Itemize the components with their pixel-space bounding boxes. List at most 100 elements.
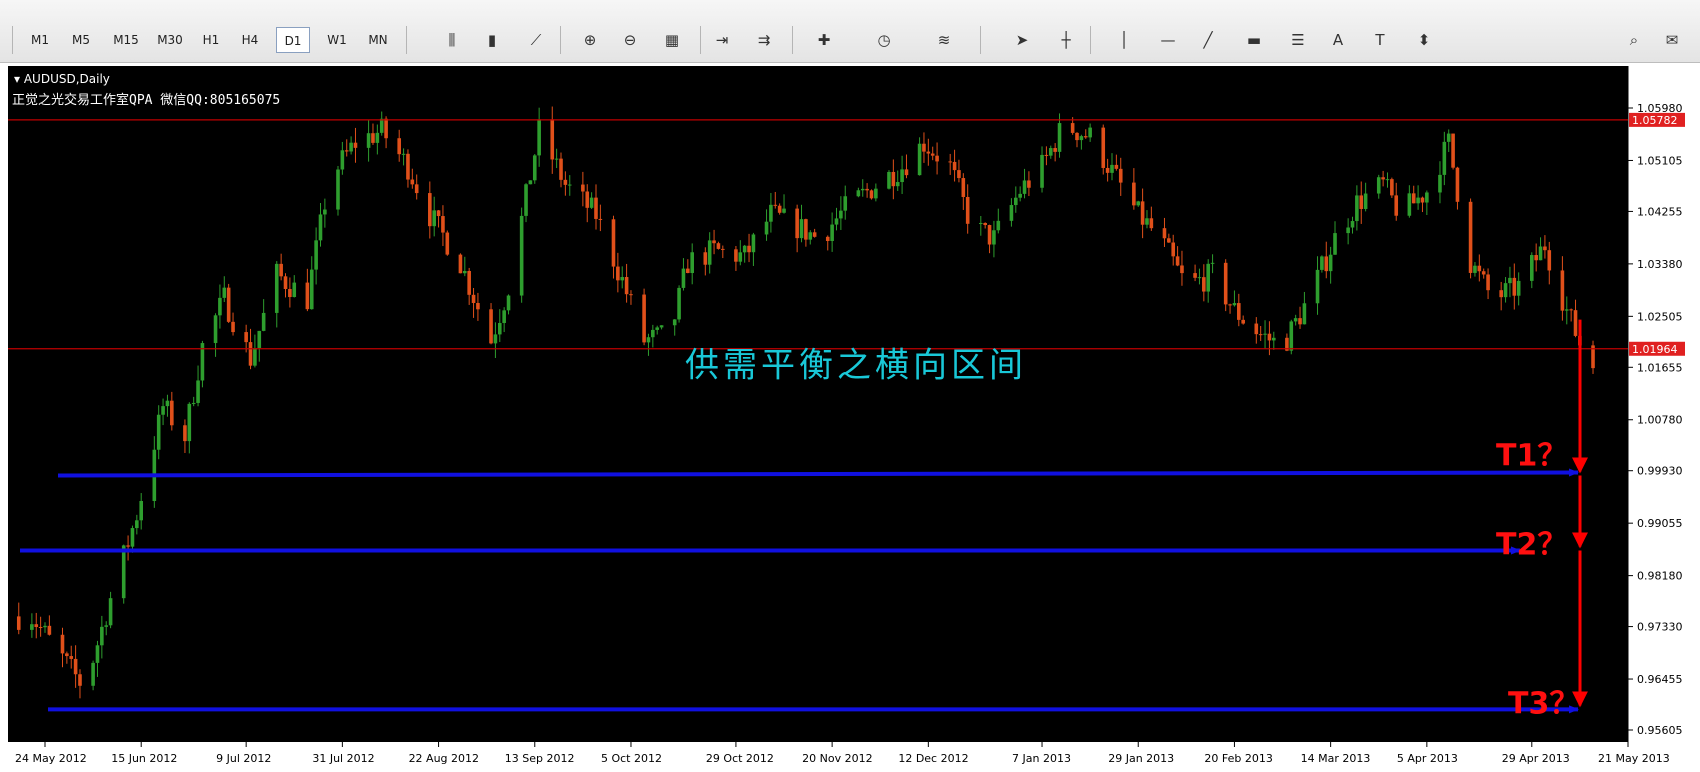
timeframe-m5-button[interactable]: M5 [72, 33, 90, 47]
candle-body [428, 193, 432, 227]
candle-body [283, 276, 288, 289]
candle-body [874, 188, 878, 199]
candle-body [782, 208, 786, 213]
candle-body [1044, 154, 1049, 156]
candle-body [91, 662, 95, 686]
text-icon[interactable]: A [1332, 31, 1344, 49]
y-tick-label: 1.03380 [1637, 258, 1683, 271]
candle-body [742, 245, 747, 253]
candle-body [581, 184, 585, 192]
candle-body [1446, 133, 1451, 142]
candle-body [16, 616, 21, 630]
timeframe-mn-button[interactable]: MN [368, 33, 388, 47]
candle-body [165, 400, 170, 407]
text-label-icon[interactable]: T [1375, 31, 1385, 49]
candle-body [1285, 337, 1289, 351]
candle-body [104, 625, 109, 627]
search-icon[interactable]: ⌕ [1629, 31, 1639, 49]
candle-body [935, 155, 939, 162]
arrows-icon[interactable]: ⬍ [1417, 31, 1431, 49]
x-tick-label: 15 Jun 2012 [111, 752, 177, 765]
candle-body [340, 150, 345, 170]
candle-body [616, 266, 620, 281]
candle-body [550, 119, 555, 160]
candle-body [804, 219, 808, 240]
candle-body [1140, 201, 1145, 225]
candle-body [139, 501, 144, 521]
candle-body [213, 315, 218, 344]
candle-body [1197, 277, 1202, 279]
tile-windows-icon[interactable]: ▦ [664, 31, 680, 49]
candle-body [979, 222, 983, 224]
candle-body [1425, 192, 1429, 203]
cursor-icon[interactable]: ➤ [1015, 31, 1029, 49]
zoom-in-icon[interactable]: ⊕ [583, 31, 597, 49]
timeframe-h4-button[interactable]: H4 [241, 33, 259, 47]
line-chart-icon[interactable]: ⟋ [530, 31, 542, 49]
candle-body [1390, 179, 1394, 196]
candle-body [795, 208, 799, 239]
timeframe-w1-button[interactable]: W1 [327, 33, 347, 47]
candle-body [537, 119, 541, 156]
candle-body [1075, 132, 1079, 141]
timeframe-m1-button[interactable]: M1 [31, 33, 49, 47]
timeframe-d1-button[interactable]: D1 [276, 27, 310, 53]
chat-icon[interactable]: ✉ [1665, 31, 1679, 49]
autoscroll-icon[interactable]: ⇉ [757, 31, 771, 49]
candle-body [1254, 323, 1259, 335]
fibonacci-icon[interactable]: ☰ [1291, 31, 1305, 49]
candle-body [371, 133, 375, 143]
candle-body [78, 674, 82, 686]
periods-icon[interactable]: ◷ [877, 31, 891, 49]
candle-body [47, 625, 52, 635]
candle-body [1022, 180, 1027, 194]
timeframe-m15-button[interactable]: M15 [113, 33, 139, 47]
rectangle-icon[interactable]: ▬ [1246, 31, 1262, 49]
candle-body [961, 178, 966, 198]
candle-body [1040, 154, 1044, 188]
candle-body [445, 232, 450, 255]
candle-body [288, 288, 292, 298]
candle-body [1009, 205, 1014, 221]
candle-body [887, 171, 891, 189]
candle-body [734, 249, 738, 262]
new-order-icon[interactable]: ✚ [817, 31, 831, 49]
candle-body [965, 197, 970, 224]
candlestick-icon[interactable]: ▮ [487, 31, 497, 49]
candle-body [948, 161, 952, 163]
candle-body [1333, 233, 1337, 255]
price-axis [1628, 66, 1700, 742]
candle-body [839, 210, 843, 219]
vertical-line-icon[interactable]: │ [1119, 31, 1129, 49]
bar-chart-icon[interactable]: ⫼ [448, 31, 456, 49]
candle-body [900, 169, 904, 183]
candle-body [1381, 177, 1385, 180]
candle-body [869, 190, 874, 199]
candle-body [261, 312, 266, 331]
candle-body [489, 309, 493, 344]
horizontal-line-icon[interactable]: — [1160, 31, 1176, 49]
trendline-icon[interactable]: ╱ [1203, 31, 1213, 49]
indicators-icon[interactable]: ≋ [937, 31, 951, 49]
timeframe-m30-button[interactable]: M30 [157, 33, 183, 47]
candle-body [812, 232, 817, 237]
crosshair-icon[interactable]: ┼ [1061, 31, 1071, 49]
candle-body [170, 400, 174, 426]
zoom-out-icon[interactable]: ⊖ [623, 31, 637, 49]
candle-body [384, 118, 388, 139]
candle-body [1385, 179, 1390, 181]
candle-body [952, 161, 957, 171]
candle-body [1350, 221, 1355, 228]
symbol-label[interactable]: ▾ AUDUSD,Daily [14, 72, 110, 86]
candle-body [1013, 197, 1018, 206]
candle-body [135, 520, 139, 529]
candle-body [1394, 195, 1399, 216]
candle-body [1145, 218, 1149, 225]
candle-body [121, 545, 126, 599]
candle-body [686, 268, 690, 274]
candle-body [1543, 246, 1547, 251]
timeframe-h1-button[interactable]: H1 [202, 33, 220, 47]
chart-shift-icon[interactable]: ⇥ [715, 31, 729, 49]
x-tick-label: 29 Apr 2013 [1502, 752, 1570, 765]
